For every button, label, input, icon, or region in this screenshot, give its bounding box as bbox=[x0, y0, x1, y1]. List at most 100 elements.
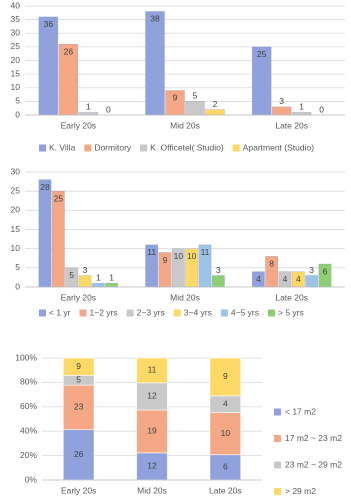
y-tick-label: 10 bbox=[11, 243, 21, 253]
legend-label: 1~2 yrs bbox=[90, 307, 118, 317]
value-label: 5 bbox=[193, 91, 198, 101]
legend-swatch bbox=[220, 309, 228, 317]
y-tick-label: 20 bbox=[11, 205, 21, 215]
value-label: 4 bbox=[223, 399, 228, 409]
x-tick-label: Mid 20s bbox=[137, 485, 167, 495]
legend-label: > 29 m2 bbox=[285, 486, 316, 496]
bar bbox=[51, 190, 65, 288]
legend-label: K. Villa bbox=[49, 142, 76, 152]
bar bbox=[211, 275, 225, 288]
bar-segment bbox=[209, 357, 242, 397]
legend-swatch bbox=[232, 144, 240, 152]
bar bbox=[185, 101, 205, 116]
x-tick-label: Mid 20s bbox=[170, 120, 200, 130]
legend-label: < 17 m2 bbox=[285, 406, 316, 416]
legend-swatch bbox=[268, 309, 275, 317]
value-label: 11 bbox=[201, 247, 210, 257]
value-label: 25 bbox=[54, 193, 64, 203]
bar-segment bbox=[62, 384, 95, 430]
value-label: 0 bbox=[106, 104, 111, 114]
value-label: 0 bbox=[319, 104, 324, 114]
x-tick-label: Late 20s bbox=[209, 485, 242, 495]
bar-segment bbox=[209, 412, 242, 456]
legend-swatch bbox=[140, 144, 148, 152]
value-label: 4 bbox=[283, 274, 288, 284]
value-label: 1 bbox=[109, 272, 114, 282]
bar bbox=[91, 282, 105, 288]
legend-swatch bbox=[274, 461, 281, 469]
value-label: 26 bbox=[74, 449, 84, 459]
y-tick-label: 10 bbox=[11, 82, 21, 92]
value-label: 9 bbox=[76, 361, 81, 371]
value-label: 19 bbox=[147, 426, 157, 436]
y-tick-label: 15 bbox=[11, 68, 21, 78]
value-label: 4 bbox=[256, 274, 261, 284]
value-label: 23 bbox=[74, 402, 84, 412]
y-tick-label: 0 bbox=[15, 281, 20, 291]
bar bbox=[38, 16, 59, 116]
value-label: 28 bbox=[40, 182, 50, 192]
bar bbox=[78, 275, 92, 288]
y-tick-label: 40 bbox=[11, 0, 21, 10]
value-label: 3 bbox=[83, 265, 88, 275]
value-label: 11 bbox=[148, 365, 157, 375]
x-tick-label: Early 20s bbox=[61, 292, 96, 302]
y-tick-label: 30 bbox=[11, 28, 21, 38]
value-label: 26 bbox=[64, 46, 74, 56]
legend-swatch bbox=[79, 309, 87, 317]
legend-swatch bbox=[274, 408, 281, 416]
x-tick-label: Late 20s bbox=[275, 292, 308, 302]
y-tick-label: 100% bbox=[15, 352, 37, 362]
value-label: 3 bbox=[279, 96, 284, 106]
value-label: 38 bbox=[150, 14, 160, 24]
legend-label: 4~5 yrs bbox=[231, 307, 259, 317]
legend-label: Apartment (Studio) bbox=[243, 142, 315, 152]
value-label: 3 bbox=[309, 265, 314, 275]
x-tick-label: Early 20s bbox=[61, 485, 96, 495]
value-label: 36 bbox=[44, 19, 54, 29]
y-tick-label: 35 bbox=[11, 14, 21, 24]
value-label: 10 bbox=[187, 251, 197, 261]
y-tick-label: 5 bbox=[15, 262, 20, 272]
value-label: 8 bbox=[269, 259, 274, 269]
legend-label: K. Officetel( Studio) bbox=[150, 142, 224, 152]
y-tick-label: 0 bbox=[15, 109, 20, 119]
value-label: 6 bbox=[323, 266, 328, 276]
value-label: 4 bbox=[296, 274, 301, 284]
y-tick-label: 25 bbox=[11, 41, 21, 51]
value-label: 9 bbox=[163, 255, 168, 265]
y-tick-label: 30 bbox=[11, 166, 21, 176]
bar bbox=[78, 111, 99, 116]
legend-label: < 1 yr bbox=[49, 307, 71, 317]
y-tick-label: 20% bbox=[20, 450, 37, 460]
value-label: 3 bbox=[216, 265, 221, 275]
y-tick-label: 20 bbox=[11, 55, 21, 65]
value-label: 1 bbox=[86, 102, 91, 112]
x-tick-label: Mid 20s bbox=[170, 292, 200, 302]
legend-swatch bbox=[173, 309, 181, 317]
value-label: 5 bbox=[69, 270, 74, 280]
bar bbox=[105, 282, 119, 288]
bar bbox=[271, 106, 292, 116]
legend-swatch bbox=[39, 144, 46, 152]
value-label: 9 bbox=[223, 371, 228, 381]
x-tick-label: Late 20s bbox=[275, 120, 308, 130]
y-tick-label: 40% bbox=[20, 425, 37, 435]
y-tick-label: 80% bbox=[20, 377, 37, 387]
legend-swatch bbox=[84, 144, 92, 152]
y-tick-label: 60% bbox=[20, 401, 37, 411]
value-label: 6 bbox=[223, 462, 228, 472]
x-tick-label: Early 20s bbox=[61, 120, 96, 130]
legend-swatch bbox=[126, 309, 134, 317]
bar bbox=[38, 179, 52, 288]
bar bbox=[145, 11, 165, 116]
legend-swatch bbox=[39, 309, 46, 317]
legend-label: 2~3 yrs bbox=[137, 307, 165, 317]
y-tick-label: 25 bbox=[11, 185, 21, 195]
value-label: 12 bbox=[147, 391, 157, 401]
bar-segment bbox=[62, 357, 95, 376]
legend-label: 3~4 yrs bbox=[184, 307, 212, 317]
y-tick-label: 0% bbox=[25, 474, 38, 484]
legend-label: 23 m2 ~ 29 m2 bbox=[285, 459, 342, 469]
